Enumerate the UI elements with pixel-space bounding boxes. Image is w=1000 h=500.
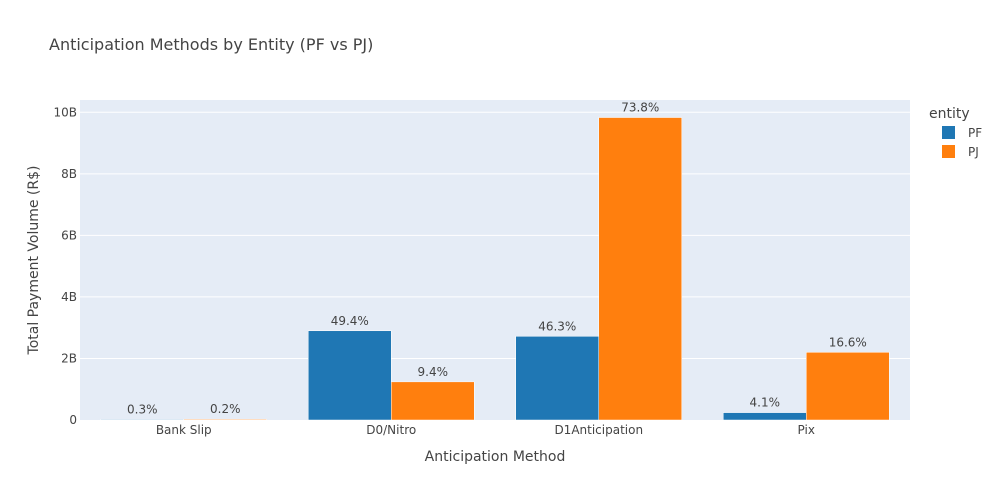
y-tick-label: 8B <box>61 167 77 181</box>
bar-pf <box>723 412 807 421</box>
bar-pj <box>183 418 267 421</box>
bar-value-label: 16.6% <box>829 335 867 349</box>
y-tick-label: 4B <box>61 290 77 304</box>
bar-value-label: 0.3% <box>127 402 158 416</box>
bar-pj <box>806 352 890 421</box>
legend-title: entity <box>929 106 970 122</box>
bar-pf <box>100 419 184 421</box>
bar-labels: 0.3% 0.2% 49.4% 9.4% 46.3% 73.8% 4.1% 16.6% <box>127 101 867 417</box>
x-axis-title: Anticipation Method <box>425 449 566 465</box>
bar-pf <box>515 336 599 421</box>
legend-label-pj: PJ <box>968 145 979 159</box>
x-tick-label: Bank Slip <box>156 423 212 437</box>
legend-swatch-pf <box>942 126 955 139</box>
bar-pf <box>308 330 392 421</box>
y-tick-label: 10B <box>53 105 77 119</box>
plot-background <box>80 100 910 420</box>
y-axis-title: Total Payment Volume (R$) <box>26 166 42 356</box>
bars <box>100 117 890 421</box>
grid-lines <box>80 111 910 359</box>
bar-value-label: 4.1% <box>750 396 781 410</box>
x-tick-label: D1Anticipation <box>554 423 643 437</box>
legend: entity PF PJ <box>929 106 982 159</box>
bar-pj <box>598 117 682 421</box>
bar-value-label: 0.2% <box>210 402 241 416</box>
y-tick-label: 2B <box>61 351 77 365</box>
bar-value-label: 46.3% <box>538 319 576 333</box>
legend-swatch-pj <box>942 145 955 158</box>
bar-pj <box>391 381 475 421</box>
y-tick-label: 0 <box>69 413 77 427</box>
bar-value-label: 49.4% <box>331 314 369 328</box>
y-tick-label: 6B <box>61 228 77 242</box>
x-tick-label: D0/Nitro <box>366 423 416 437</box>
legend-label-pf: PF <box>968 126 982 140</box>
bar-value-label: 9.4% <box>418 365 449 379</box>
bar-value-label: 73.8% <box>621 101 659 115</box>
x-tick-label: Pix <box>798 423 815 437</box>
x-axis-ticks: Bank Slip D0/Nitro D1Anticipation Pix <box>156 423 815 437</box>
y-axis-ticks: 0 2B 4B 6B 8B 10B <box>53 105 77 427</box>
chart-title: Anticipation Methods by Entity (PF vs PJ… <box>49 35 373 54</box>
